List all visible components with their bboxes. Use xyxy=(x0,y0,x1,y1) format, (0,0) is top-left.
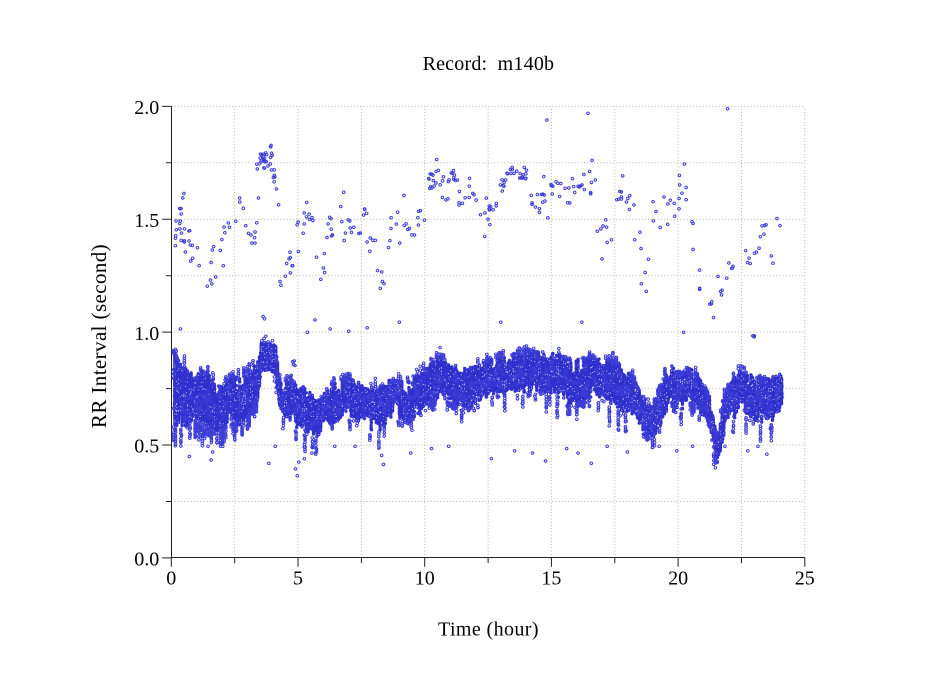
svg-text:RR Interval (second): RR Interval (second) xyxy=(87,244,111,428)
svg-text:0.5: 0.5 xyxy=(134,436,159,458)
svg-text:25: 25 xyxy=(795,568,815,590)
svg-text:1.0: 1.0 xyxy=(134,323,159,345)
svg-text:0: 0 xyxy=(166,568,176,590)
svg-text:10: 10 xyxy=(415,568,435,590)
svg-text:2.0: 2.0 xyxy=(134,97,159,119)
svg-text:20: 20 xyxy=(668,568,688,590)
svg-text:5: 5 xyxy=(293,568,303,590)
svg-text:1.5: 1.5 xyxy=(134,210,159,232)
svg-text:Record: m140b: Record: m140b xyxy=(423,53,555,75)
svg-text:Time (hour): Time (hour) xyxy=(438,619,539,641)
svg-text:15: 15 xyxy=(541,568,561,590)
svg-text:0.0: 0.0 xyxy=(134,549,159,571)
